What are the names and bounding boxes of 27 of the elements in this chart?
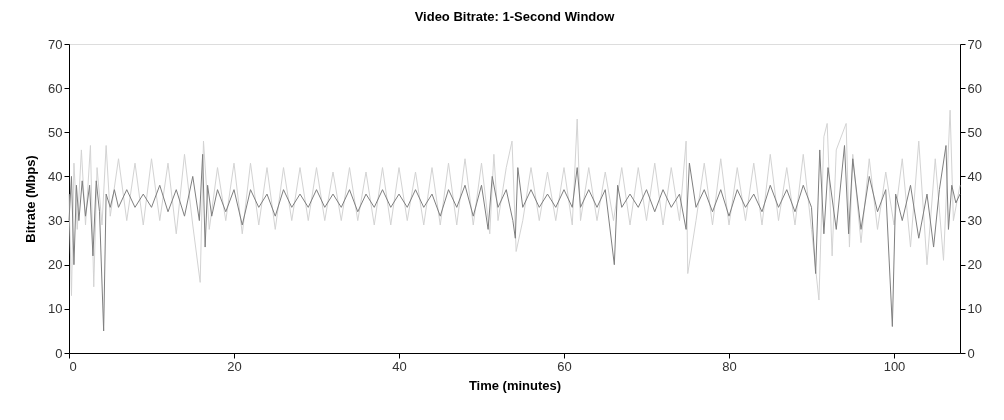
line-series <box>68 145 961 332</box>
y-tick-label: 30 <box>48 213 63 229</box>
y2-tick-label: 10 <box>967 301 982 317</box>
x-tick-label: 60 <box>557 358 572 374</box>
y2-tick-label: 70 <box>967 36 982 52</box>
x-tick-label: 40 <box>392 358 407 374</box>
y2-tick-label: 60 <box>967 80 982 96</box>
y-tick-label: 0 <box>55 345 63 361</box>
y-tick-label: 10 <box>48 301 63 317</box>
y2-tick-label: 30 <box>967 213 982 229</box>
y-tick-label: 70 <box>48 36 63 52</box>
x-tick-label: 80 <box>722 358 737 374</box>
y-tick-label: 50 <box>48 124 63 140</box>
y2-tick-label: 40 <box>967 168 982 184</box>
y-axis-title: Bitrate (Mbps) <box>23 155 39 243</box>
y2-tick-label: 50 <box>967 124 982 140</box>
y2-tick-label: 0 <box>967 345 975 361</box>
x-axis-title: Time (minutes) <box>468 377 562 393</box>
x-tick-label: 100 <box>883 358 906 374</box>
y-tick-label: 40 <box>48 168 63 184</box>
x-tick-label: 20 <box>227 358 242 374</box>
y-tick-label: 60 <box>48 80 63 96</box>
y2-tick-label: 20 <box>967 257 982 273</box>
line-series <box>68 109 961 301</box>
chart-title: Video Bitrate: 1-Second Window <box>414 9 616 24</box>
x-tick-label: 0 <box>69 358 77 374</box>
y-tick-label: 20 <box>48 257 63 273</box>
